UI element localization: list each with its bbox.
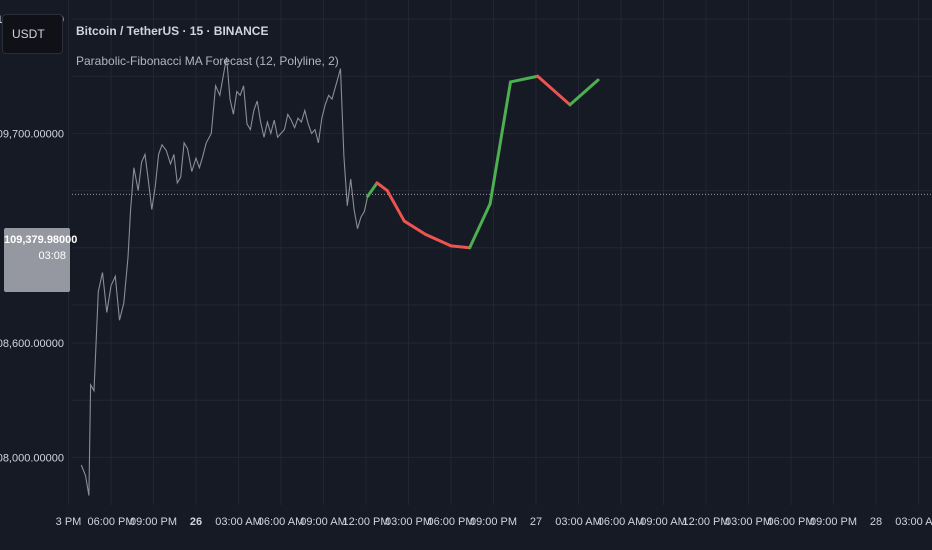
x-axis-label: 09:00 PM (470, 516, 517, 528)
bar-countdown: 03:08 (38, 250, 66, 262)
x-axis-label: 06:00 AM (258, 516, 304, 528)
x-axis-label: 09:00 AM (300, 516, 346, 528)
x-axis-label: 03:00 AM (895, 516, 932, 528)
forecast-segment (468, 202, 492, 250)
y-axis-label: 108,600.00000 (0, 338, 64, 350)
chart-series (80, 57, 600, 496)
x-axis-label: 12:00 PM (342, 516, 389, 528)
forecast-segment (536, 74, 572, 107)
chart-title: Bitcoin / TetherUS · 15 · BINANCE (76, 24, 269, 38)
forecast-segment (488, 80, 512, 206)
symbol-label: USDT (12, 27, 45, 41)
x-axis-label: 26 (190, 516, 202, 528)
x-axis-label: 03:00 PM (385, 516, 432, 528)
forecast-segment (375, 181, 389, 193)
y-axis-label: 108,000.00000 (0, 452, 64, 464)
x-axis-label: 06:00 PM (767, 516, 814, 528)
forecast-segment (366, 181, 379, 198)
forecast-segment (385, 189, 406, 223)
forecast-segment (402, 219, 427, 236)
chart-grid (68, 0, 932, 505)
x-axis-label: 03:00 PM (725, 516, 772, 528)
x-axis-label: 03:00 AM (555, 516, 601, 528)
forecast-segment (568, 78, 600, 107)
symbol-selector[interactable]: USDT (2, 14, 63, 54)
current-price-tag: 109,379.98000 03:08 (4, 228, 78, 292)
x-axis-label: 28 (870, 516, 882, 528)
indicator-legend[interactable]: Parabolic-Fibonacci MA Forecast (12, Pol… (76, 54, 339, 68)
x-axis-label: 27 (530, 516, 542, 528)
y-axis-label: 109,700.00000 (0, 128, 64, 140)
x-axis-label: 09:00 AM (640, 516, 686, 528)
x-axis-label: 09:00 PM (130, 516, 177, 528)
x-axis-label: 09:00 PM (810, 516, 857, 528)
forecast-segment (424, 232, 453, 248)
chart-axes: 110,300.00000109,700.00000108,600.000001… (0, 14, 932, 528)
x-axis-label: 03:00 AM (215, 516, 261, 528)
forecast-segment (509, 74, 540, 84)
x-axis-label: 06:00 PM (427, 516, 474, 528)
forecast-segment (449, 244, 472, 250)
current-price-value: 109,379.98000 (4, 234, 78, 246)
x-axis-label: 06:00 AM (598, 516, 644, 528)
x-axis-label: 3 PM (56, 516, 82, 528)
x-axis-label: 12:00 PM (682, 516, 729, 528)
price-line (80, 57, 369, 496)
x-axis-label: 06:00 PM (87, 516, 134, 528)
